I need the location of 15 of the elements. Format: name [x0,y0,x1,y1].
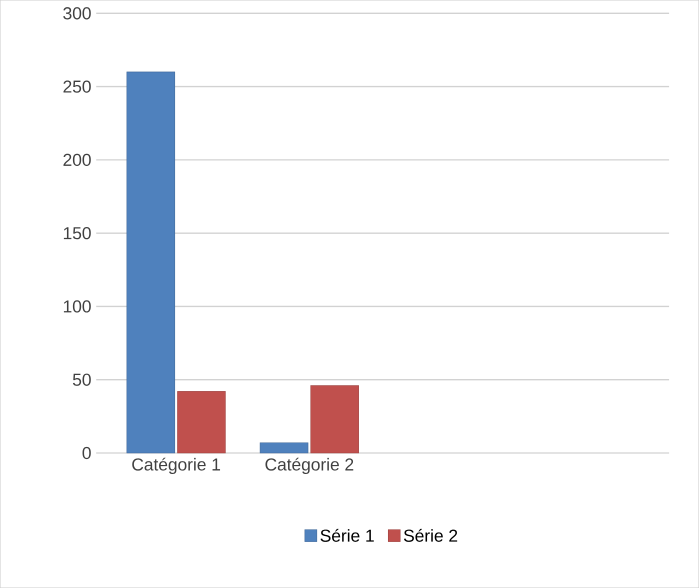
bar [310,385,359,454]
bar [260,442,308,454]
x-tick-label: Catégorie 2 [265,458,354,474]
y-tick-label: 200 [63,154,91,166]
legend-label: Série 2 [404,528,458,542]
legend-label: Série 1 [320,528,374,542]
y-tick-label: 250 [63,80,91,93]
y-tick-label: 150 [64,226,91,240]
y-tick-label: 0 [82,446,91,460]
x-tick-label: Catégorie 1 [132,458,220,474]
y-tick-label: 100 [64,300,91,313]
y-tick-label: 50 [72,374,91,386]
bar [177,391,226,454]
y-tick-label: 300 [63,7,91,20]
bar [126,72,176,454]
